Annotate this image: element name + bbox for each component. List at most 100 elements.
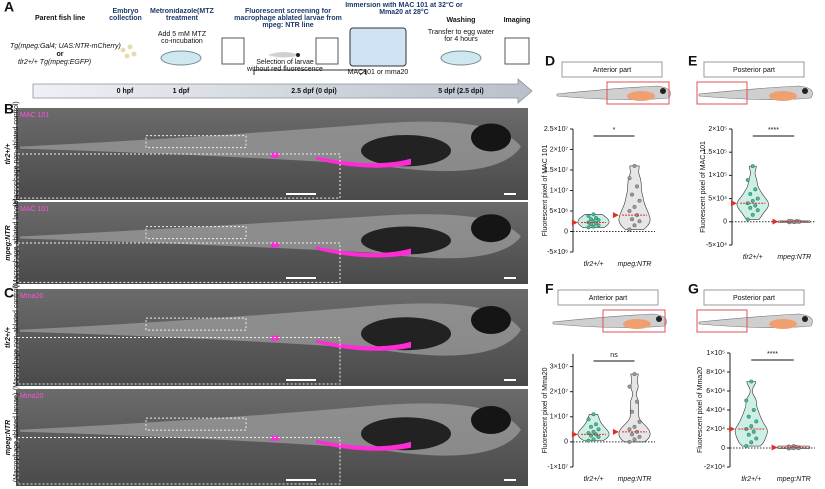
data-point: [753, 187, 758, 192]
fluorescence: [271, 335, 279, 341]
y-tick-label: 0: [564, 228, 568, 235]
data-point: [586, 417, 591, 422]
x-tick-label: tlr2+/+: [584, 261, 604, 268]
fluorescence: [316, 156, 411, 168]
data-point: [750, 164, 755, 169]
step-title-box: Immersion with MAC 101 at 32°C or Mma20 …: [345, 2, 463, 16]
step-note: Add 5 mM MTZ: [158, 31, 207, 38]
y-axis-title: Fluorescent pixel of Mma20: [697, 367, 704, 453]
data-point: [591, 412, 596, 417]
genotype-label: tlr2+/+: [5, 143, 12, 164]
data-point: [751, 408, 756, 412]
chart-title: Anterior part: [589, 295, 628, 302]
y-tick-label: 2×10⁷: [550, 146, 569, 153]
y-axis-title: Fluorescent pixel of MAC 101: [542, 144, 549, 236]
data-point: [749, 424, 754, 429]
y-tick-label: 8×10⁴: [706, 369, 725, 376]
eye-schematic: [660, 88, 666, 94]
data-point: [627, 384, 632, 389]
y-tick-label: -5×10⁶: [547, 249, 568, 256]
step-title-box: Embryo collection: [109, 8, 142, 22]
eye-schematic: [802, 316, 808, 322]
yolk: [361, 317, 451, 351]
y-tick-label: 5×10⁶: [549, 208, 568, 215]
x-tick-label: mpeg:NTR: [777, 476, 811, 483]
y-tick-label: 1×10⁷: [550, 414, 569, 421]
data-point: [632, 372, 637, 377]
data-point: [589, 217, 593, 222]
eye-schematic: [656, 316, 662, 322]
y-tick-label: -2×10⁴: [704, 464, 725, 471]
inset: [17, 242, 341, 283]
group-label: (Macrophage non-ablated control): [13, 101, 20, 206]
step-note: or: [57, 51, 64, 58]
timepoint: 5 dpf (2.5 dpi): [438, 88, 484, 95]
significance: ****: [767, 351, 778, 358]
median-marker: [730, 200, 737, 207]
panel-label: C: [4, 285, 14, 301]
median-marker: [571, 431, 578, 438]
x-tick-label: mpeg:NTR: [618, 261, 652, 268]
yolk-schematic: [627, 91, 655, 101]
step-title: Imaging: [504, 17, 531, 24]
median-marker: [729, 426, 736, 432]
step-title: Embryo collection: [109, 8, 142, 22]
yolk: [361, 135, 451, 167]
region-box: [696, 309, 748, 333]
data-point: [637, 198, 642, 203]
data-point: [596, 434, 601, 439]
data-point: [749, 379, 754, 384]
step-title: Metronidazole(MTZ) treatment: [150, 8, 214, 22]
fluorescence: [271, 242, 279, 248]
y-tick-label: 0: [564, 439, 568, 446]
data-point: [630, 432, 634, 437]
y-tick-label: -1×10⁷: [547, 464, 568, 471]
data-point: [627, 209, 632, 213]
data-point: [632, 223, 637, 228]
median-marker: [571, 219, 578, 226]
inset-box: [145, 317, 247, 331]
yolk-schematic: [769, 91, 797, 101]
violin: [736, 165, 769, 220]
significance: *: [613, 127, 616, 134]
chart-title: Posterior part: [733, 67, 775, 74]
yolk: [361, 226, 451, 255]
group-label: (Macrophage ablated larvae): [13, 198, 20, 288]
data-point: [750, 212, 755, 217]
data-point: [596, 223, 601, 228]
step-note: for 4 hours: [444, 36, 478, 43]
data-point: [754, 436, 759, 441]
data-point: [591, 224, 596, 229]
timepoint: 1 dpf: [173, 88, 190, 95]
data-point: [751, 429, 756, 434]
y-axis-title: Fluorescent pixel of MAC 101: [700, 141, 707, 233]
data-point: [586, 438, 591, 443]
data-point: [632, 437, 637, 442]
fluorescence: [271, 435, 279, 441]
data-point: [596, 218, 601, 222]
data-point: [755, 196, 760, 201]
step-title-box: Fluorescent screening for macrophage abl…: [234, 8, 342, 29]
eye-schematic: [802, 88, 808, 94]
genotype-label: mpeg:NTR: [5, 225, 12, 260]
data-point: [635, 184, 639, 189]
median-marker: [612, 428, 619, 435]
step-note: without red fluorescence: [246, 66, 323, 73]
data-point: [589, 424, 593, 429]
x-tick-label: tlr2+/+: [584, 476, 604, 483]
x-tick-label: mpeg:NTR: [618, 476, 652, 483]
y-tick-label: 2×10⁴: [706, 426, 725, 433]
data-point: [745, 178, 750, 182]
y-axis-title: Fluorescent pixel of Mma20: [542, 367, 549, 453]
data-point: [745, 217, 750, 222]
data-point: [630, 192, 634, 197]
timeline-arrow: [32, 78, 533, 104]
x-tick-label: mpeg:NTR: [777, 254, 811, 261]
genotype-label: mpeg:NTR: [5, 420, 12, 455]
data-point: [749, 440, 754, 445]
y-tick-label: 3×10⁷: [550, 363, 569, 370]
stain-label: Mma20: [20, 393, 43, 400]
data-point: [750, 198, 755, 203]
step-note: MAC101 or mma20: [348, 69, 409, 76]
title-box: [557, 289, 659, 306]
